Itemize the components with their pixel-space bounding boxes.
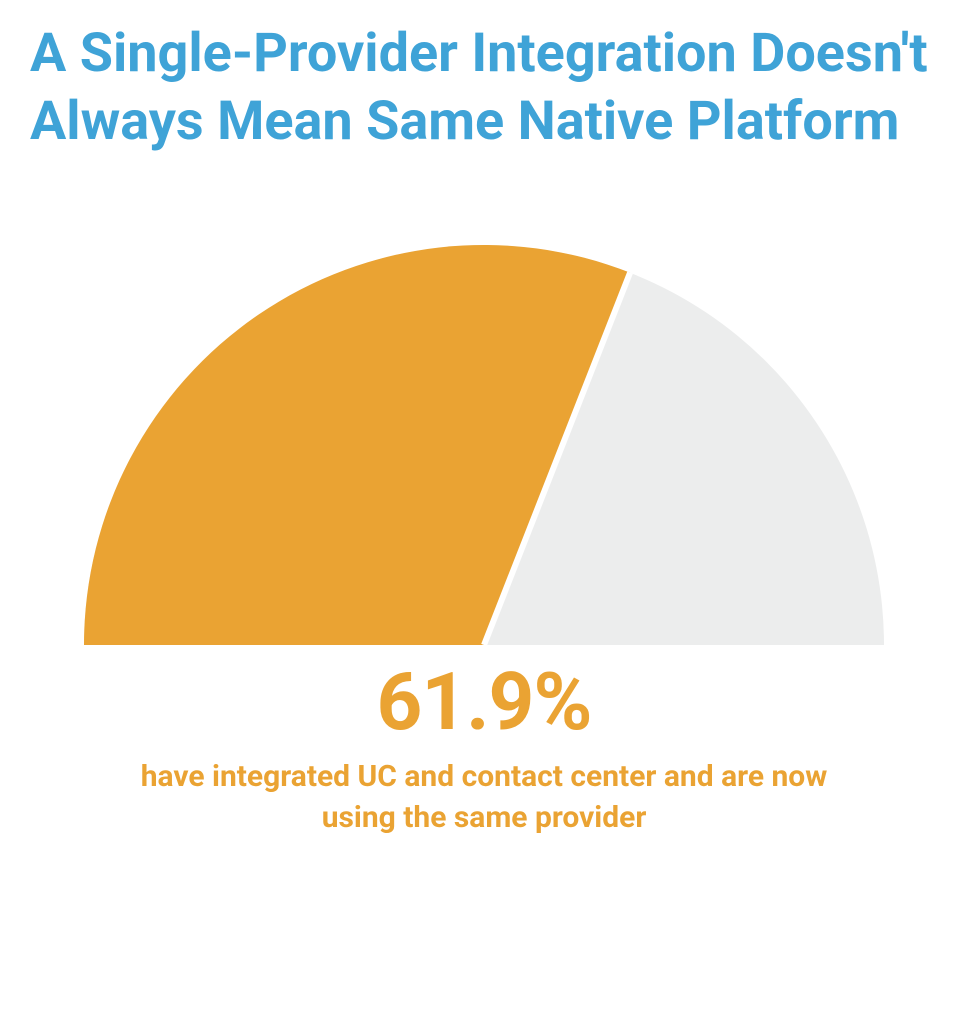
gauge-container [30, 235, 938, 645]
gauge-caption: have integrated UC and contact center an… [114, 757, 854, 838]
gauge-value-label: 61.9% [30, 655, 938, 749]
gauge-chart [74, 235, 894, 645]
chart-title: A Single-Provider Integration Doesn't Al… [30, 20, 938, 155]
